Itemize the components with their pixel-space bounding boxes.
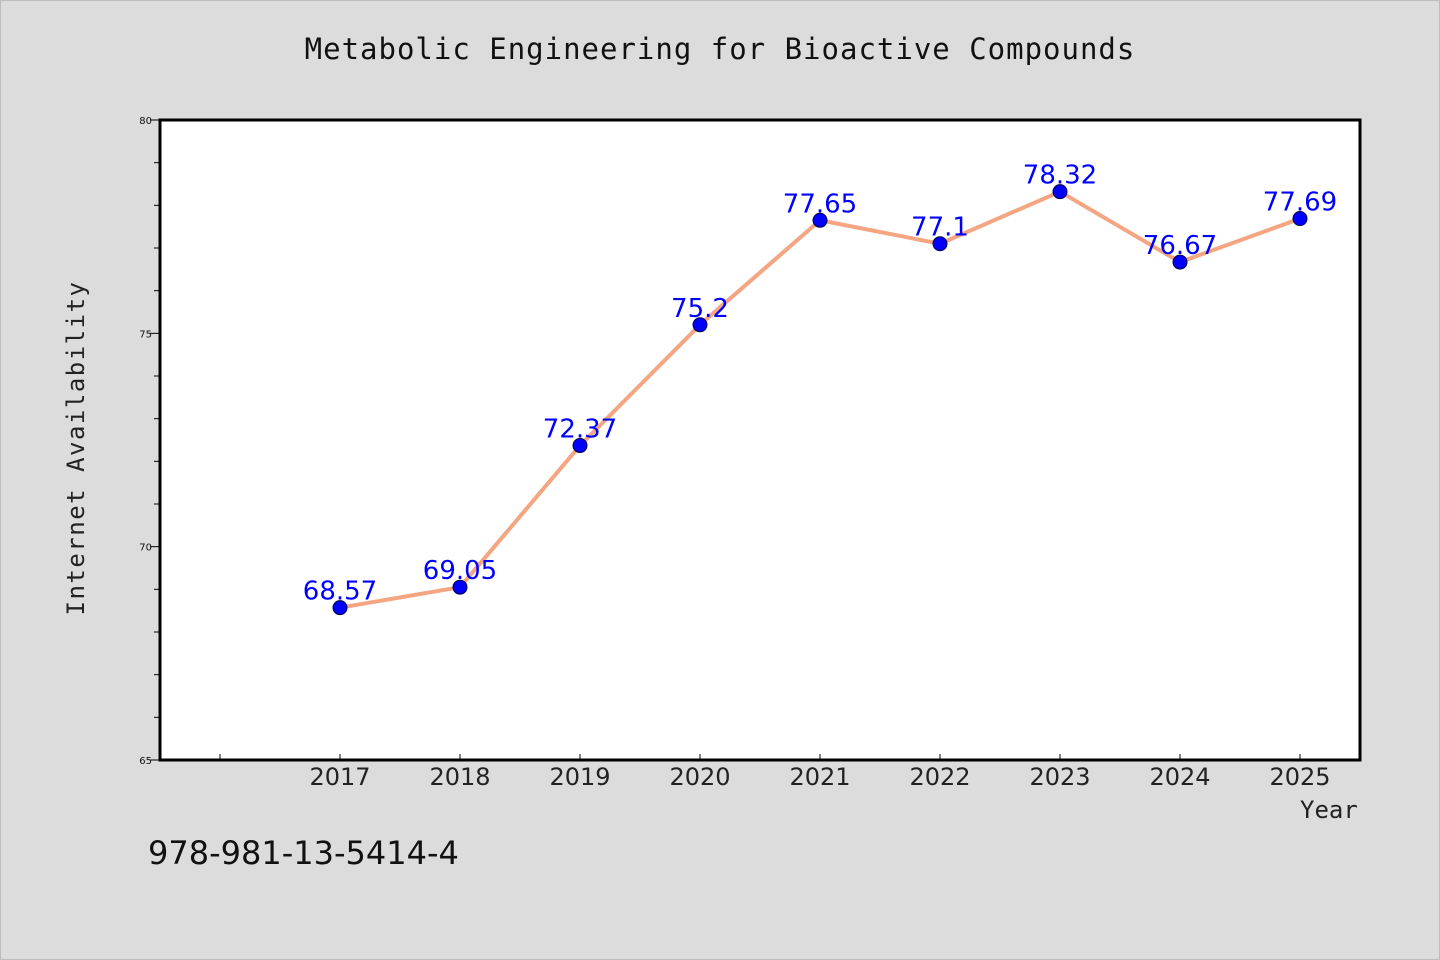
data-label: 77.69: [1263, 188, 1337, 218]
x-tick-label: 2021: [789, 763, 850, 791]
x-tick-label: 2022: [909, 763, 970, 791]
x-tick-label: 2019: [549, 763, 610, 791]
x-axis-label: Year: [1300, 796, 1358, 824]
data-label: 69.05: [423, 556, 497, 586]
data-label: 78.32: [1023, 161, 1097, 191]
data-label: 77.1: [911, 213, 969, 243]
x-tick-label: 2017: [309, 763, 370, 791]
y-axis-label: Internet Availability: [62, 280, 90, 616]
y-axis-ticks: 65 70 75 80: [139, 116, 160, 767]
y-tick-label: 80: [139, 116, 152, 127]
data-label: 75.2: [671, 294, 729, 324]
y-tick-label: 65: [139, 756, 152, 767]
data-label: 72.37: [543, 415, 617, 445]
chart-title: Metabolic Engineering for Bioactive Comp…: [304, 32, 1136, 66]
x-tick-label: 2024: [1149, 763, 1210, 791]
series-group: [332, 184, 1308, 616]
data-point: [332, 600, 348, 616]
x-tick-label: 2018: [429, 763, 490, 791]
data-point: [1292, 211, 1308, 227]
data-labels: 68.57 69.05 72.37 75.2 77.65 77.1 78.32 76.67 77…: [303, 161, 1337, 607]
x-tick-label: 2020: [669, 763, 730, 791]
plot-area: [158, 118, 1362, 762]
data-point: [1052, 184, 1068, 200]
data-label: 76.67: [1143, 231, 1217, 261]
y-tick-label: 75: [139, 329, 152, 340]
x-tick-label: 2023: [1029, 763, 1090, 791]
x-axis-ticks: 2017 2018 2019 2020 2021 2022 2023 2024 2025: [219, 754, 1331, 791]
data-point: [452, 579, 468, 595]
data-point: [572, 438, 588, 454]
data-point: [1172, 254, 1188, 270]
data-label: 77.65: [783, 189, 857, 219]
data-point: [692, 317, 708, 333]
data-point: [812, 212, 828, 228]
data-label: 68.57: [303, 577, 377, 607]
y-tick-label: 70: [139, 543, 152, 554]
isbn-text: 978-981-13-5414-4: [148, 834, 459, 872]
x-tick-label: 2025: [1269, 763, 1330, 791]
data-point: [932, 236, 948, 252]
